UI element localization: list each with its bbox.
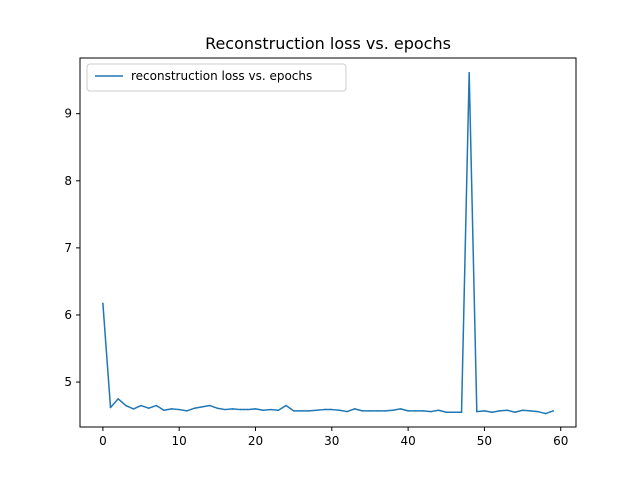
x-tick-label: 0: [99, 434, 107, 448]
data-point: [384, 410, 386, 412]
plot-area: 0 10 20 30 40 50 60 5 6 7 8 9: [64, 72, 568, 448]
data-point: [117, 398, 119, 400]
data-point: [437, 409, 440, 411]
data-point: [537, 410, 539, 413]
data-point: [262, 409, 264, 411]
data-point: [170, 408, 173, 410]
data-point: [453, 411, 455, 413]
x-tick-label: 40: [400, 434, 415, 448]
data-point: [422, 410, 425, 412]
data-point: [239, 408, 241, 411]
legend-box: [86, 63, 347, 92]
y-tick-label: 5: [64, 375, 72, 389]
data-point: [201, 406, 203, 408]
data-point: [483, 410, 486, 412]
y-tick-label: 9: [64, 107, 72, 121]
data-point: [392, 409, 394, 411]
data-point: [552, 410, 554, 412]
chart-title: Reconstruction loss vs. epochs: [205, 34, 451, 53]
y-tick-label: 7: [64, 241, 72, 255]
x-tick-label: 60: [553, 434, 568, 448]
data-point: [376, 410, 379, 412]
data-point: [529, 410, 531, 412]
data-point: [506, 409, 509, 411]
data-point: [216, 407, 219, 409]
data-point: [521, 409, 524, 411]
data-point: [338, 409, 341, 411]
data-point: [300, 410, 303, 412]
data-point: [277, 409, 280, 411]
y-tick-label: 8: [64, 174, 72, 188]
data-point: [361, 410, 364, 412]
data-point: [476, 410, 478, 413]
data-point: [491, 411, 493, 413]
data-point: [331, 408, 333, 411]
data-point: [125, 404, 127, 407]
data-point: [132, 408, 135, 410]
data-point: [186, 410, 188, 412]
data-point: [415, 410, 417, 412]
data-point: [254, 408, 257, 410]
series-line: [102, 72, 555, 415]
data-point: [323, 408, 325, 411]
data-point: [247, 408, 249, 411]
y-tick-label: 6: [64, 308, 72, 322]
data-point: [285, 404, 287, 407]
data-point: [163, 409, 165, 411]
x-tick-label: 10: [172, 434, 187, 448]
data-point: [193, 407, 196, 409]
axes-frame: [79, 57, 577, 428]
data-point: [147, 407, 150, 409]
data-point: [270, 408, 272, 411]
data-point: [468, 72, 470, 74]
x-tick-label: 50: [477, 434, 492, 448]
data-point: [178, 408, 180, 411]
data-point: [315, 409, 318, 411]
data-point: [208, 404, 211, 407]
data-point: [498, 410, 501, 412]
data-point: [346, 410, 348, 413]
data-point: [353, 408, 356, 410]
data-point: [445, 411, 448, 413]
data-point: [109, 406, 112, 409]
data-point: [102, 302, 104, 305]
data-point: [407, 410, 409, 412]
data-point: [231, 408, 234, 410]
data-point: [308, 410, 310, 412]
legend-label: reconstruction loss vs. epochs: [131, 69, 312, 83]
legend: reconstruction loss vs. epochs: [86, 63, 347, 92]
data-point: [140, 404, 142, 407]
data-point: [369, 410, 371, 412]
data-point: [514, 411, 516, 413]
x-tick-label: 20: [248, 434, 263, 448]
data-point: [224, 408, 226, 411]
data-point: [399, 408, 402, 410]
x-tick-label: 30: [324, 434, 339, 448]
data-point: [430, 410, 432, 413]
data-point: [292, 410, 295, 412]
data-point: [155, 404, 158, 407]
data-point: [460, 411, 463, 413]
data-point: [544, 412, 547, 415]
